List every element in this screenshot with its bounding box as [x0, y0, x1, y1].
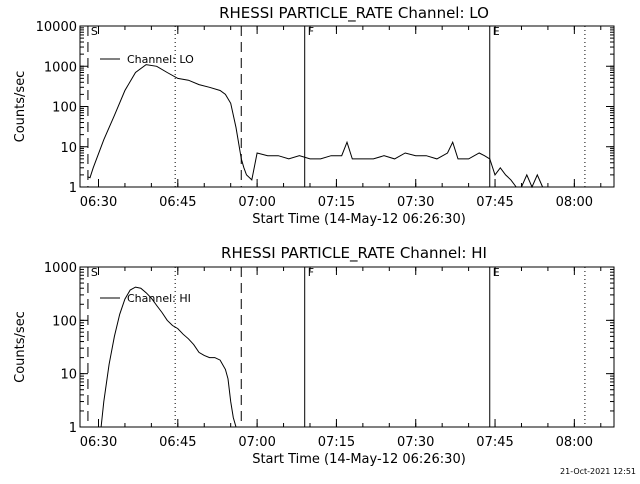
x-tick-label: 07:15 [318, 195, 355, 210]
y-tick-label: 1000 [44, 261, 77, 276]
x-tick-label: 07:30 [397, 195, 434, 210]
x-tick-label: 07:00 [238, 195, 275, 210]
timestamp-label: 21-Oct-2021 12:51 [560, 467, 636, 476]
chart-title: RHESSI PARTICLE_RATE Channel: HI [221, 244, 487, 263]
event-marker-label: S [91, 25, 98, 38]
y-tick-label: 10 [60, 141, 77, 156]
x-tick-label: 07:45 [476, 195, 513, 210]
chart-title: RHESSI PARTICLE_RATE Channel: LO [219, 4, 489, 23]
y-tick-label: 100 [52, 314, 77, 329]
event-marker-label: F [308, 266, 314, 279]
x-tick-label: 07:45 [476, 435, 513, 450]
y-axis-label: Counts/sec [13, 311, 28, 383]
y-tick-label: 1 [69, 181, 77, 196]
y-tick-label: 10000 [36, 20, 77, 35]
x-tick-label: 07:00 [238, 435, 275, 450]
y-axis-label: Counts/sec [13, 71, 28, 143]
panel-lo: RHESSI PARTICLE_RATE Channel: LO 06:30 06:… [13, 4, 615, 227]
y-tick-label: 100 [52, 101, 77, 116]
x-axis-label: Start Time (14-May-12 06:26:30) [252, 452, 466, 467]
event-marker-label: E [493, 266, 500, 279]
x-tick-label: 08:00 [556, 195, 593, 210]
x-tick-label: 07:30 [397, 435, 434, 450]
y-tick-label: 1000 [44, 60, 77, 75]
plot-frame [79, 25, 615, 188]
event-marker-label: E [493, 25, 500, 38]
series-line [87, 64, 544, 189]
x-tick-label: 06:30 [80, 435, 117, 450]
event-marker-label: F [308, 25, 314, 38]
event-marker-label: S [91, 266, 98, 279]
x-tick-label: 06:30 [80, 195, 117, 210]
x-tick-label: 08:00 [556, 435, 593, 450]
y-tick-label: 10 [60, 368, 77, 383]
x-tick-label: 07:15 [318, 435, 355, 450]
plot-frame [79, 266, 615, 428]
legend-label: Channel: LO [127, 53, 194, 66]
y-tick-label: 1 [69, 421, 77, 436]
legend-label: Channel: HI [127, 292, 191, 305]
panel-hi: RHESSI PARTICLE_RATE Channel: HI 06:30 06:… [13, 244, 615, 467]
x-axis-label: Start Time (14-May-12 06:26:30) [252, 212, 466, 227]
x-tick-label: 06:45 [159, 195, 196, 210]
x-tick-label: 06:45 [159, 435, 196, 450]
series-line [100, 286, 237, 428]
